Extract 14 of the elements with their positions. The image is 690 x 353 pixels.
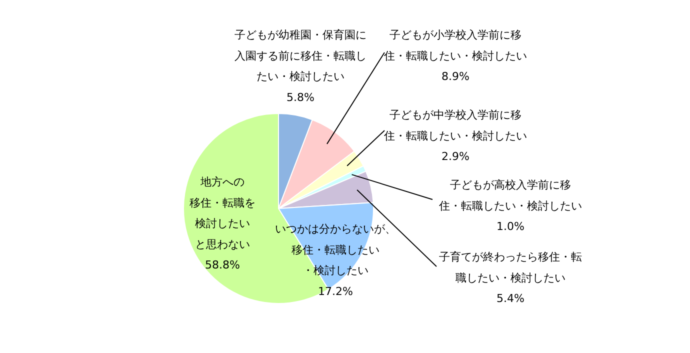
data-label: 58.8% [205,258,240,272]
data-label: 17.2% [318,284,353,298]
data-label: 5.4% [496,292,524,306]
data-label: 8.9% [442,70,470,84]
slice-label: いつかは分からないが、移住・転職したい・検討したい [275,222,396,278]
slice-label: 子どもが幼稚園・保育園に入園する前に移住・転職したい・検討したい [234,28,366,84]
slice-label: 子育てが終わったら移住・転職したい・検討したい [439,250,582,284]
slice-label: 地方への移住・転職を検討したいと思わない [190,176,256,251]
data-label: 5.8% [286,90,314,104]
data-label: 2.9% [442,150,470,164]
slice-label: 子どもが小学校入学前に移住・転職したい・検討したい [384,28,527,62]
slice-label: 子どもが中学校入学前に移住・転職したい・検討したい [384,108,527,142]
data-label: 1.0% [496,220,524,234]
slice-label: 子どもが高校入学前に移住・転職したい・検討したい [439,178,582,212]
